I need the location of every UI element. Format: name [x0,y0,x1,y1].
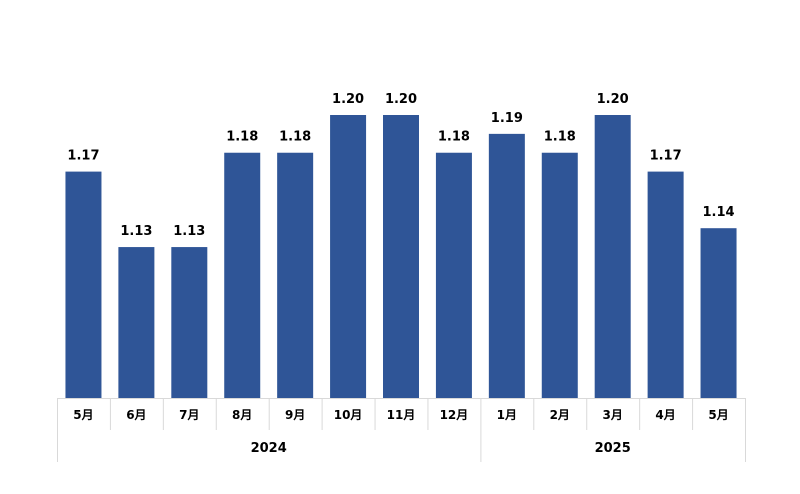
category-label: 6月 [126,408,146,422]
bar [594,115,631,398]
category-axis [57,398,746,462]
value-labels-group: 1.17 1.13 1.13 1.18 1.18 1.20 1.20 1.18 1.19 1.18… [67,92,734,239]
value-label: 1.17 [67,149,99,164]
category-label: 3月 [603,408,623,422]
category-label: 5月 [73,408,93,422]
value-label: 1.20 [332,92,364,107]
category-label: 10月 [334,408,363,422]
bar [171,247,208,398]
value-label: 1.18 [438,130,470,145]
category-label: 4月 [655,408,675,422]
year-label: 2024 [251,441,287,456]
bar [383,115,419,398]
value-label: 1.18 [544,130,576,145]
bars-group [65,115,737,398]
year-labels-group: 2024 2025 [251,441,631,456]
category-label: 2月 [550,408,570,422]
value-label: 1.18 [226,130,258,145]
category-label: 5月 [708,408,728,422]
value-label: 1.19 [491,111,523,126]
bar [647,171,684,398]
bar [224,152,261,398]
value-label: 1.20 [597,92,629,107]
bar [118,247,155,398]
bar [277,152,314,398]
bar [435,152,472,398]
bar [330,115,367,398]
category-label: 7月 [179,408,199,422]
category-label: 9月 [285,408,305,422]
category-labels-group: 5月 6月 7月 8月 9月 10月 11月 12月 1月 2月 3月 4月 5月 [73,408,728,422]
category-label: 12月 [440,408,469,422]
category-label: 1月 [497,408,517,422]
value-label: 1.13 [120,224,152,239]
value-label: 1.18 [279,130,311,145]
year-label: 2025 [595,441,631,456]
value-label: 1.14 [702,205,734,220]
bar [700,228,737,398]
bar [488,133,525,398]
bar [541,152,578,398]
category-label: 11月 [387,408,416,422]
value-label: 1.17 [650,149,682,164]
category-label: 8月 [232,408,252,422]
value-label: 1.13 [173,224,205,239]
value-label: 1.20 [385,92,417,107]
bar [65,171,102,398]
